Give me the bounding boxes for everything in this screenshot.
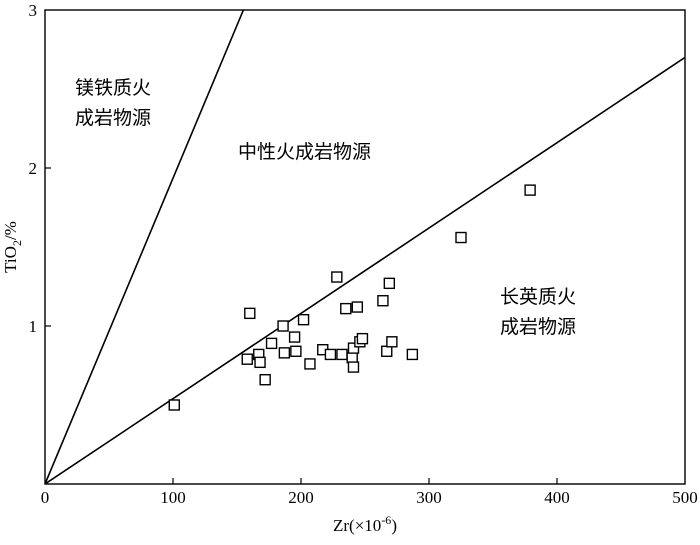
data-point — [265, 337, 278, 350]
data-point — [524, 184, 536, 196]
data-point — [288, 331, 301, 343]
y-tick-label: 2 — [29, 159, 38, 178]
data-point — [244, 307, 256, 320]
data-point — [381, 345, 393, 357]
data-point — [297, 313, 310, 326]
data-point — [347, 342, 360, 354]
data-point — [259, 374, 271, 386]
data-points — [168, 184, 536, 411]
y-tick-label: 1 — [29, 317, 38, 336]
x-axis-title-main: Zr(×10 — [333, 516, 381, 535]
x-tick-label: 100 — [160, 488, 186, 507]
data-point — [351, 301, 364, 313]
x-tick-label: 400 — [544, 488, 570, 507]
x-axis-title-close: ) — [391, 516, 397, 535]
y-axis-title-subscript: 2 — [10, 240, 24, 246]
y-axis-title-unit: /% — [1, 221, 20, 240]
data-point — [168, 399, 180, 411]
data-point — [346, 351, 358, 364]
data-point — [241, 353, 253, 365]
data-point — [290, 345, 302, 357]
x-tick-label: 200 — [288, 488, 314, 507]
y-axis-title-main: TiO — [1, 246, 20, 273]
x-axis-title-exponent: -6 — [381, 513, 391, 527]
data-point — [304, 358, 316, 370]
x-axis-title: Zr(×10-6) — [333, 513, 397, 535]
data-point — [254, 356, 266, 369]
data-point — [377, 295, 389, 307]
data-point — [277, 320, 289, 332]
data-point — [278, 347, 291, 359]
data-point — [356, 332, 369, 345]
x-tick-label: 0 — [41, 488, 50, 507]
y-tick-label: 3 — [29, 1, 38, 20]
region-label-mafic-line2: 成岩物源 — [75, 107, 151, 129]
data-point — [347, 361, 360, 373]
data-point — [406, 348, 419, 361]
data-point — [324, 348, 337, 361]
region-label-mafic-line1: 镁铁质火 — [75, 77, 151, 99]
region-label-felsic-line2: 成岩物源 — [500, 316, 576, 338]
boundary-line-1 — [45, 10, 245, 484]
region-label-felsic-line1: 长英质火 — [500, 286, 576, 308]
x-tick-label: 300 — [416, 488, 442, 507]
data-point — [331, 271, 343, 283]
data-point — [455, 231, 467, 244]
region-label-intermediate: 中性火成岩物源 — [238, 141, 371, 163]
plot-frame — [44, 9, 686, 485]
axis-ticks: 0 100 200 300 400 500 1 2 3 — [29, 1, 698, 507]
data-point — [340, 302, 352, 315]
boundary-lines — [45, 10, 685, 484]
data-point — [336, 348, 348, 361]
data-point — [383, 277, 396, 290]
boundary-line-2 — [45, 56, 685, 484]
y-axis-title: TiO2/% — [1, 221, 24, 273]
x-tick-label: 500 — [672, 488, 698, 507]
data-point — [386, 336, 398, 348]
